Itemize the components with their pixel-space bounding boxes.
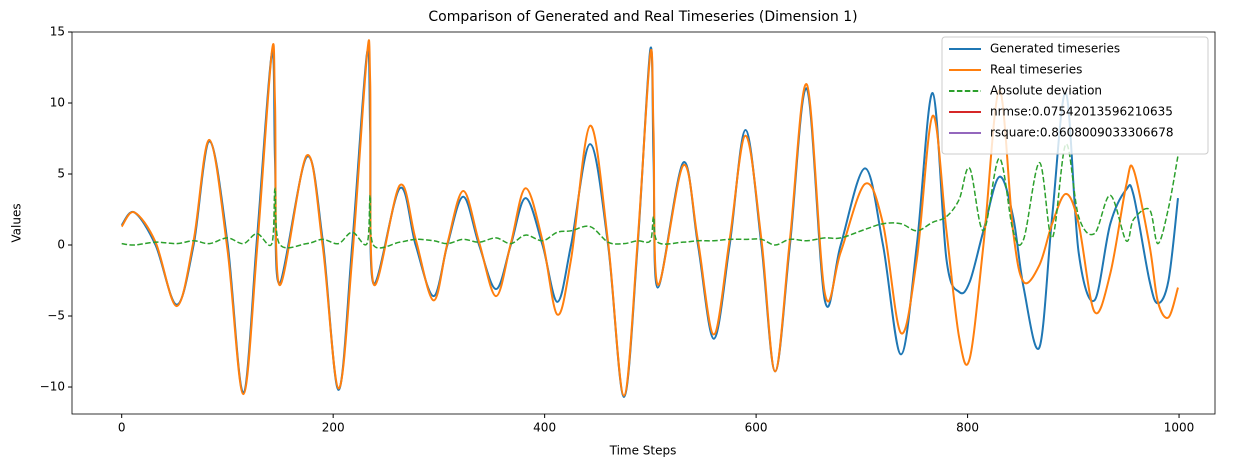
x-tick-label: 200 [322,421,345,435]
legend-label: Generated timeseries [990,42,1120,56]
y-tick-label: 15 [50,25,65,39]
x-tick-label: 400 [533,421,556,435]
x-axis-label: Time Steps [609,444,677,458]
x-tick-label: 600 [745,421,768,435]
chart-title: Comparison of Generated and Real Timeser… [428,9,857,25]
y-tick-label: 5 [57,167,65,181]
x-tick-label: 0 [118,421,126,435]
plot-frame [71,31,1216,415]
legend-label: Real timeseries [990,63,1082,77]
y-tick-label: −5 [47,309,65,323]
legend-label: nrmse:0.07542013596210635 [990,105,1173,119]
y-tick-label: 0 [57,238,65,252]
y-tick-label: −10 [40,380,65,394]
x-tick-label: 800 [956,421,979,435]
x-tick-label: 1000 [1164,421,1195,435]
y-tick-label: 10 [50,96,65,110]
y-axis-label: Values [10,203,24,242]
series-line [121,143,1179,249]
legend-label: Absolute deviation [990,84,1102,98]
legend-label: rsquare:0.8608009033306678 [990,126,1173,140]
legend-box [941,36,1209,155]
